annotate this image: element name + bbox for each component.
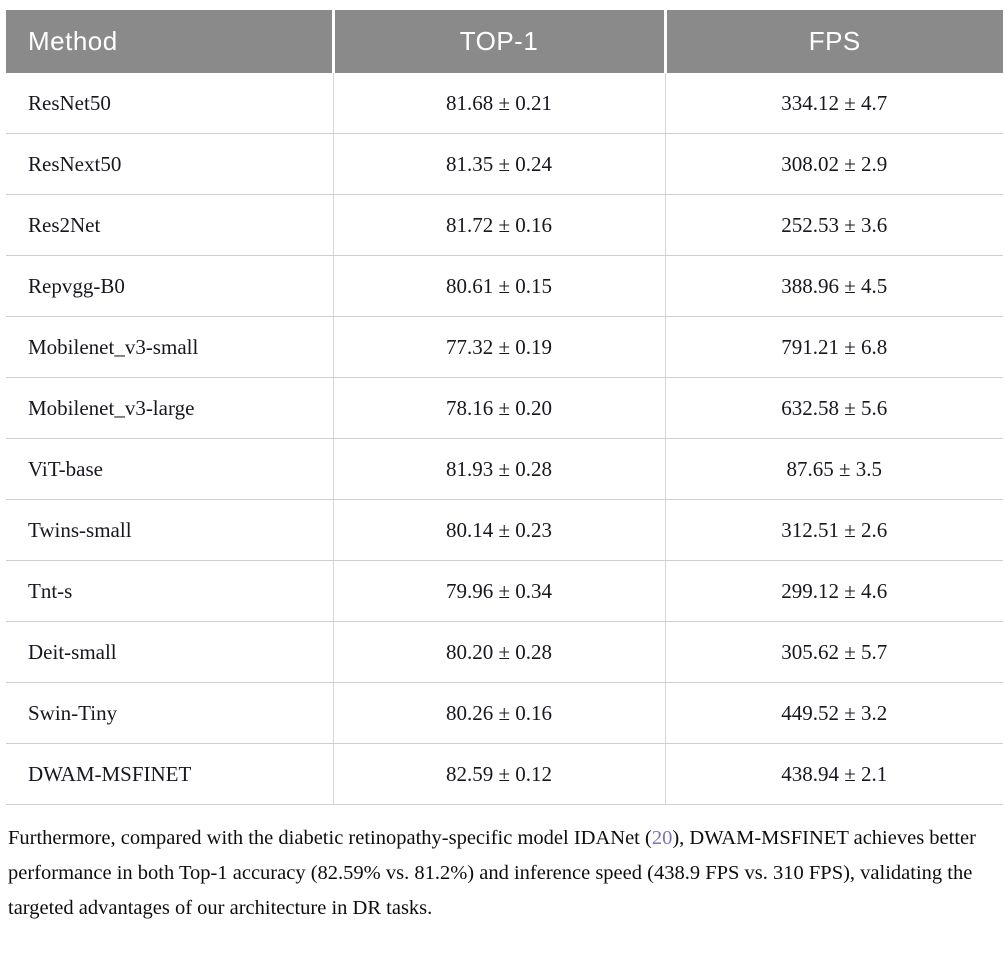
cell-top1: 81.93 ± 0.28	[332, 438, 665, 500]
cell-fps: 632.58 ± 5.6	[664, 377, 1003, 439]
table-row: ViT-base 81.93 ± 0.28 87.65 ± 3.5	[6, 438, 1003, 500]
cell-method: Res2Net	[6, 194, 333, 256]
cell-method: Twins-small	[6, 499, 333, 561]
results-table: Method TOP-1 FPS ResNet50 81.68 ± 0.21 334…	[6, 10, 1003, 805]
header-row: Method TOP-1 FPS	[6, 10, 1003, 73]
table-row: Tnt-s 79.96 ± 0.34 299.12 ± 4.6	[6, 560, 1003, 622]
note-text-after-citation: ), DWAM-MSFINET achieves better performa…	[8, 827, 976, 919]
column-header-top1: TOP-1	[331, 10, 665, 73]
cell-fps: 449.52 ± 3.2	[664, 682, 1003, 744]
table-row: Mobilenet_v3-small 77.32 ± 0.19 791.21 ± 6…	[6, 316, 1003, 378]
column-header-fps: FPS	[663, 10, 1003, 73]
cell-method: ViT-base	[6, 438, 333, 500]
table-row: ResNext50 81.35 ± 0.24 308.02 ± 2.9	[6, 133, 1003, 195]
cell-top1: 80.20 ± 0.28	[332, 621, 665, 683]
cell-method: Mobilenet_v3-small	[6, 316, 333, 378]
cell-fps: 312.51 ± 2.6	[664, 499, 1003, 561]
table-note-paragraph: Furthermore, compared with the diabetic …	[8, 821, 993, 926]
table-row: Res2Net 81.72 ± 0.16 252.53 ± 3.6	[6, 194, 1003, 256]
note-text-before-citation: Furthermore, compared with the diabetic …	[8, 827, 652, 849]
cell-method: ResNext50	[6, 133, 333, 195]
cell-top1: 79.96 ± 0.34	[332, 560, 665, 622]
cell-top1: 80.14 ± 0.23	[332, 499, 665, 561]
cell-top1: 80.61 ± 0.15	[332, 255, 665, 317]
cell-top1: 78.16 ± 0.20	[332, 377, 665, 439]
table-row: Swin-Tiny 80.26 ± 0.16 449.52 ± 3.2	[6, 682, 1003, 744]
table-body: ResNet50 81.68 ± 0.21 334.12 ± 4.7 ResNext5…	[6, 73, 1003, 805]
cell-method: Tnt-s	[6, 560, 333, 622]
table-row: Twins-small 80.14 ± 0.23 312.51 ± 2.6	[6, 499, 1003, 561]
cell-top1: 80.26 ± 0.16	[332, 682, 665, 744]
cell-method: Deit-small	[6, 621, 333, 683]
table-header: Method TOP-1 FPS	[6, 10, 1003, 73]
cell-fps: 388.96 ± 4.5	[664, 255, 1003, 317]
cell-method: DWAM-MSFINET	[6, 743, 333, 805]
cell-fps: 791.21 ± 6.8	[664, 316, 1003, 378]
cell-top1: 81.35 ± 0.24	[332, 133, 665, 195]
cell-fps: 334.12 ± 4.7	[664, 73, 1003, 134]
cell-method: Mobilenet_v3-large	[6, 377, 333, 439]
citation-link-20[interactable]: 20	[651, 827, 673, 849]
table-row: Repvgg-B0 80.61 ± 0.15 388.96 ± 4.5	[6, 255, 1003, 317]
table-row: DWAM-MSFINET 82.59 ± 0.12 438.94 ± 2.1	[6, 743, 1003, 805]
cell-fps: 305.62 ± 5.7	[664, 621, 1003, 683]
cell-method: Repvgg-B0	[6, 255, 333, 317]
cell-method: ResNet50	[6, 73, 333, 134]
cell-top1: 81.72 ± 0.16	[332, 194, 665, 256]
table-row: Deit-small 80.20 ± 0.28 305.62 ± 5.7	[6, 621, 1003, 683]
column-header-method: Method	[6, 10, 333, 73]
cell-fps: 87.65 ± 3.5	[664, 438, 1003, 500]
cell-fps: 438.94 ± 2.1	[664, 743, 1003, 805]
cell-fps: 299.12 ± 4.6	[664, 560, 1003, 622]
cell-method: Swin-Tiny	[6, 682, 333, 744]
cell-fps: 252.53 ± 3.6	[664, 194, 1003, 256]
cell-fps: 308.02 ± 2.9	[664, 133, 1003, 195]
cell-top1: 81.68 ± 0.21	[332, 73, 665, 134]
cell-top1: 77.32 ± 0.19	[332, 316, 665, 378]
table-row: Mobilenet_v3-large 78.16 ± 0.20 632.58 ± 5…	[6, 377, 1003, 439]
table-row: ResNet50 81.68 ± 0.21 334.12 ± 4.7	[6, 73, 1003, 134]
cell-top1: 82.59 ± 0.12	[332, 743, 665, 805]
